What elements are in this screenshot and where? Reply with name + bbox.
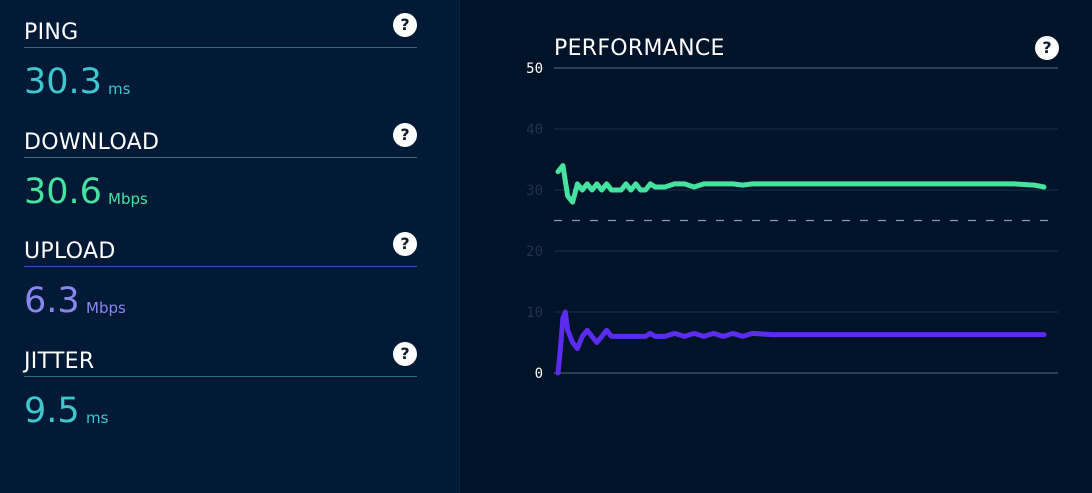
download-series-line [555, 163, 1047, 205]
upload-metric: UPLOAD ? 6.3 Mbps [24, 219, 417, 327]
performance-title: PERFORMANCE [554, 36, 725, 61]
jitter-value-row: 9.5 ms [24, 377, 417, 437]
download-unit: Mbps [108, 190, 148, 208]
performance-panel [460, 0, 1092, 493]
ping-unit: ms [108, 80, 131, 98]
upload-value: 6.3 [24, 281, 80, 321]
upload-header: UPLOAD ? [24, 219, 417, 267]
upload-help-icon[interactable]: ? [393, 232, 417, 256]
ping-value-row: 30.3 ms [24, 48, 417, 108]
y-tick-label: 0 [535, 366, 543, 382]
download-metric: DOWNLOAD ? 30.6 Mbps [24, 110, 417, 218]
download-label: DOWNLOAD [24, 130, 160, 155]
jitter-label: JITTER [24, 349, 95, 374]
download-value-row: 30.6 Mbps [24, 158, 417, 218]
jitter-unit: ms [86, 409, 109, 427]
download-header: DOWNLOAD ? [24, 110, 417, 158]
ping-value: 30.3 [24, 62, 102, 102]
y-tick-label: 20 [526, 244, 543, 260]
jitter-value: 9.5 [24, 391, 80, 431]
jitter-header: JITTER ? [24, 329, 417, 377]
y-tick-label: 30 [526, 183, 543, 199]
y-tick-label: 10 [526, 305, 543, 321]
upload-label: UPLOAD [24, 239, 116, 264]
upload-value-row: 6.3 Mbps [24, 267, 417, 327]
jitter-metric: JITTER ? 9.5 ms [24, 329, 417, 437]
download-help-icon[interactable]: ? [393, 123, 417, 147]
download-value: 30.6 [24, 172, 102, 212]
upload-series-line [555, 309, 1047, 376]
ping-help-icon[interactable]: ? [393, 13, 417, 37]
ping-header: PING ? [24, 0, 417, 48]
jitter-help-icon[interactable]: ? [393, 342, 417, 366]
y-tick-label: 50 [526, 61, 543, 77]
performance-help-icon[interactable]: ? [1035, 36, 1059, 60]
metrics-panel: PING ? 30.3 ms DOWNLOAD ? 30.6 Mbps UPLO… [0, 0, 460, 493]
upload-unit: Mbps [86, 299, 126, 317]
y-tick-label: 40 [526, 122, 543, 138]
ping-metric: PING ? 30.3 ms [24, 0, 417, 108]
ping-label: PING [24, 20, 79, 45]
